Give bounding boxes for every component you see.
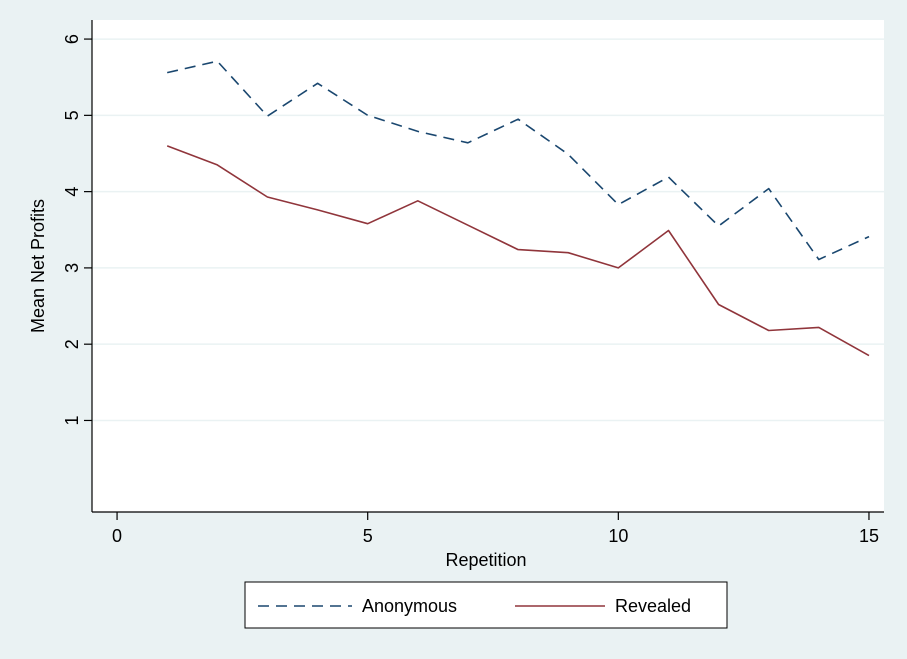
legend-label-anonymous: Anonymous [362,596,457,616]
y-tick-label: 5 [62,110,82,120]
x-tick-label: 0 [112,526,122,546]
x-tick-label: 15 [859,526,879,546]
x-tick-label: 5 [363,526,373,546]
plot-area [92,20,884,512]
legend-label-revealed: Revealed [615,596,691,616]
legend-box [244,581,728,629]
x-axis-ticks: 0 5 10 15 [112,512,879,546]
gridlines [92,38,884,422]
x-tick-label: 10 [608,526,628,546]
y-axis-ticks: 1 2 3 4 5 6 [62,34,92,425]
legend: Anonymous Revealed [244,581,728,629]
y-tick-label: 4 [62,187,82,197]
y-tick-label: 3 [62,263,82,273]
y-tick-label: 1 [62,415,82,425]
x-axis-title: Repetition [445,550,526,570]
y-axis-title: Mean Net Profits [28,199,48,333]
y-tick-label: 2 [62,339,82,349]
series-layer [166,60,870,357]
y-tick-label: 6 [62,34,82,44]
